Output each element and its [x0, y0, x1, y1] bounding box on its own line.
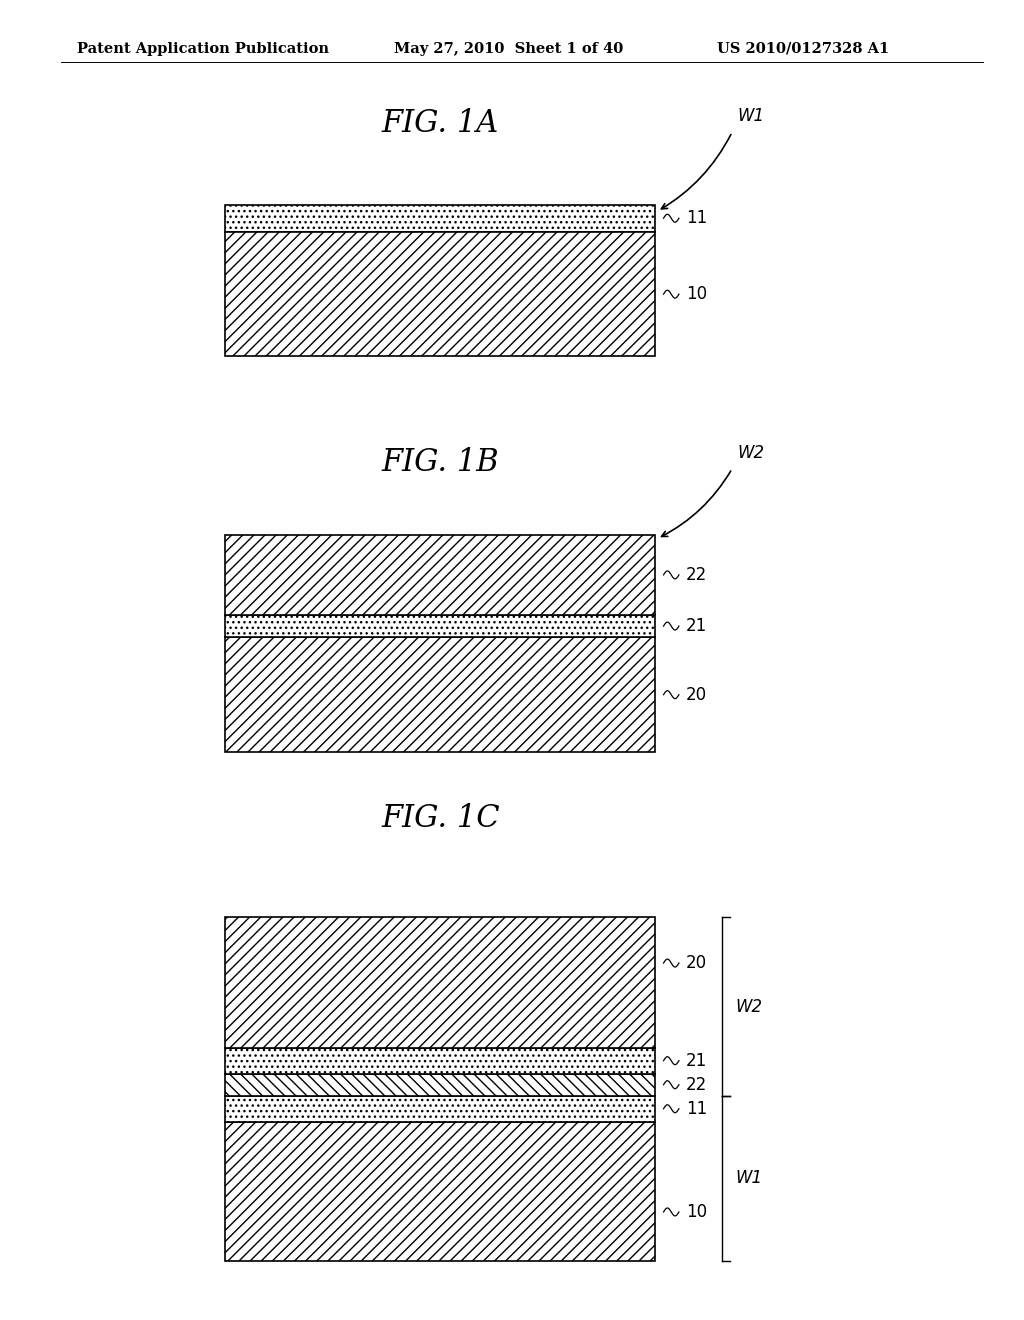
- Text: 20: 20: [686, 954, 708, 972]
- Text: W2: W2: [737, 444, 764, 462]
- Text: Patent Application Publication: Patent Application Publication: [77, 42, 329, 55]
- Bar: [225, 1122, 655, 1261]
- Text: 10: 10: [686, 285, 708, 304]
- Bar: [225, 917, 655, 1048]
- Text: 11: 11: [686, 210, 708, 227]
- Text: W2: W2: [735, 998, 762, 1015]
- Bar: [225, 535, 655, 615]
- Text: May 27, 2010  Sheet 1 of 40: May 27, 2010 Sheet 1 of 40: [394, 42, 624, 55]
- Text: 21: 21: [686, 616, 708, 635]
- Bar: [225, 232, 655, 356]
- Bar: [225, 1073, 655, 1096]
- Text: 20: 20: [686, 685, 708, 704]
- Text: US 2010/0127328 A1: US 2010/0127328 A1: [717, 42, 889, 55]
- Text: FIG. 1A: FIG. 1A: [382, 108, 499, 139]
- Text: 11: 11: [686, 1100, 708, 1118]
- Text: 10: 10: [686, 1203, 708, 1221]
- Bar: [225, 1096, 655, 1122]
- Bar: [225, 205, 655, 232]
- Bar: [225, 1048, 655, 1073]
- Text: 21: 21: [686, 1052, 708, 1069]
- Text: W1: W1: [737, 107, 764, 125]
- Text: 22: 22: [686, 566, 708, 583]
- Text: 22: 22: [686, 1076, 708, 1094]
- Text: FIG. 1B: FIG. 1B: [382, 447, 499, 478]
- Text: FIG. 1C: FIG. 1C: [381, 804, 500, 834]
- Text: W1: W1: [735, 1170, 762, 1187]
- Bar: [225, 638, 655, 752]
- Bar: [225, 615, 655, 638]
